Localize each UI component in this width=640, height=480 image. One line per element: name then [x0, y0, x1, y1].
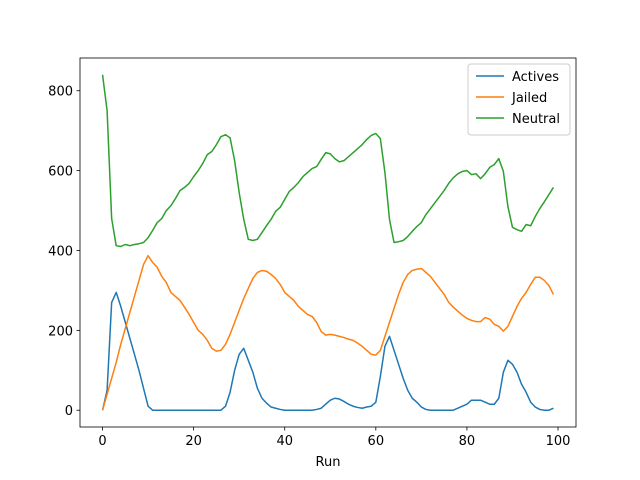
- series-line: [101, 74, 555, 248]
- axes-frame: [79, 57, 577, 428]
- series-line: [101, 291, 554, 411]
- y-tick-label: 0: [65, 404, 73, 419]
- x-tick-label: 60: [368, 434, 385, 449]
- x-tick-label: 20: [185, 434, 202, 449]
- legend-label: Neutral: [512, 112, 560, 127]
- series-line: [101, 254, 555, 411]
- y-tick-label: 600: [48, 165, 73, 180]
- legend-label: Actives: [512, 70, 559, 85]
- legend-label: Jailed: [511, 91, 547, 106]
- x-tick-label: 100: [546, 434, 571, 449]
- y-tick-label: 200: [48, 324, 73, 339]
- y-tick-label: 800: [48, 85, 73, 100]
- x-tick-label: 40: [276, 434, 293, 449]
- x-tick-label: 80: [459, 434, 476, 449]
- x-axis-label: Run: [316, 455, 341, 470]
- y-tick-label: 400: [48, 244, 73, 259]
- x-tick-label: 0: [98, 434, 106, 449]
